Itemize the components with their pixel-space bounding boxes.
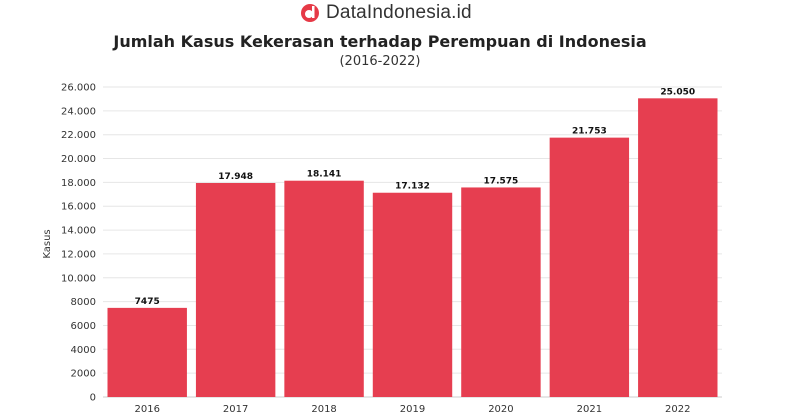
bar-2017	[195, 183, 276, 397]
data-label: 17.575	[484, 176, 519, 186]
y-tick-label: 16.000	[61, 202, 96, 213]
data-label: 17.948	[218, 172, 253, 182]
data-label: 18.141	[307, 170, 342, 180]
x-tick-label: 2017	[223, 404, 248, 415]
bar-2022	[638, 98, 718, 398]
chart-title: Jumlah Kasus Kekerasan terhadap Perempua…	[113, 32, 647, 51]
y-tick-label: 0	[90, 393, 96, 404]
label-layer: 0 2000 4000 6000 8000 10.000 12.000 14.000 16.00…	[61, 83, 695, 416]
x-tick-label: 2016	[134, 404, 159, 415]
x-tick-label: 2020	[488, 404, 513, 415]
data-label: 17.132	[395, 182, 430, 192]
y-tick-label: 12.000	[61, 249, 96, 260]
brand-logo-icon	[301, 4, 319, 22]
bar-2016	[107, 307, 187, 397]
y-tick-label: 2000	[71, 369, 96, 380]
x-tick-label: 2022	[665, 404, 690, 415]
chart-subtitle: (2016-2022)	[339, 54, 421, 69]
y-tick-label: 4000	[71, 345, 96, 356]
bar-2020	[461, 187, 541, 397]
y-tick-label: 24.000	[61, 106, 96, 117]
x-tick-label: 2018	[311, 404, 336, 415]
brand-name: DataIndonesia.id	[326, 2, 472, 23]
y-tick-label: 22.000	[61, 130, 96, 141]
y-tick-label: 6000	[71, 321, 96, 332]
data-label: 7475	[135, 297, 160, 307]
bar-2021	[549, 137, 630, 397]
x-tick-label: 2019	[400, 404, 425, 415]
y-tick-label: 10.000	[61, 273, 96, 284]
data-label: 25.050	[660, 87, 695, 97]
x-tick-label: 2021	[577, 404, 602, 415]
y-tick-label: 26.000	[61, 83, 96, 94]
y-tick-label: 14.000	[61, 226, 96, 237]
bar-layer	[107, 98, 718, 398]
y-tick-label: 18.000	[61, 178, 96, 189]
bar-2018	[284, 180, 364, 397]
brand-header: DataIndonesia.id	[300, 2, 472, 24]
y-tick-label: 8000	[71, 297, 96, 308]
y-axis-label: Kasus	[42, 229, 53, 258]
bar-2019	[372, 192, 453, 397]
y-tick-label: 20.000	[61, 154, 96, 165]
data-label: 21.753	[572, 127, 607, 137]
